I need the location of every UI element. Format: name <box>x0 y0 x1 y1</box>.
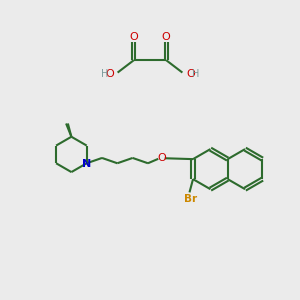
Text: H: H <box>101 69 108 79</box>
Text: O: O <box>158 153 166 163</box>
Text: N: N <box>82 159 91 169</box>
Text: O: O <box>105 69 114 79</box>
Text: O: O <box>129 32 138 42</box>
Text: H: H <box>192 69 199 79</box>
Text: O: O <box>162 32 171 42</box>
Text: Br: Br <box>184 194 196 204</box>
Text: O: O <box>186 69 195 79</box>
